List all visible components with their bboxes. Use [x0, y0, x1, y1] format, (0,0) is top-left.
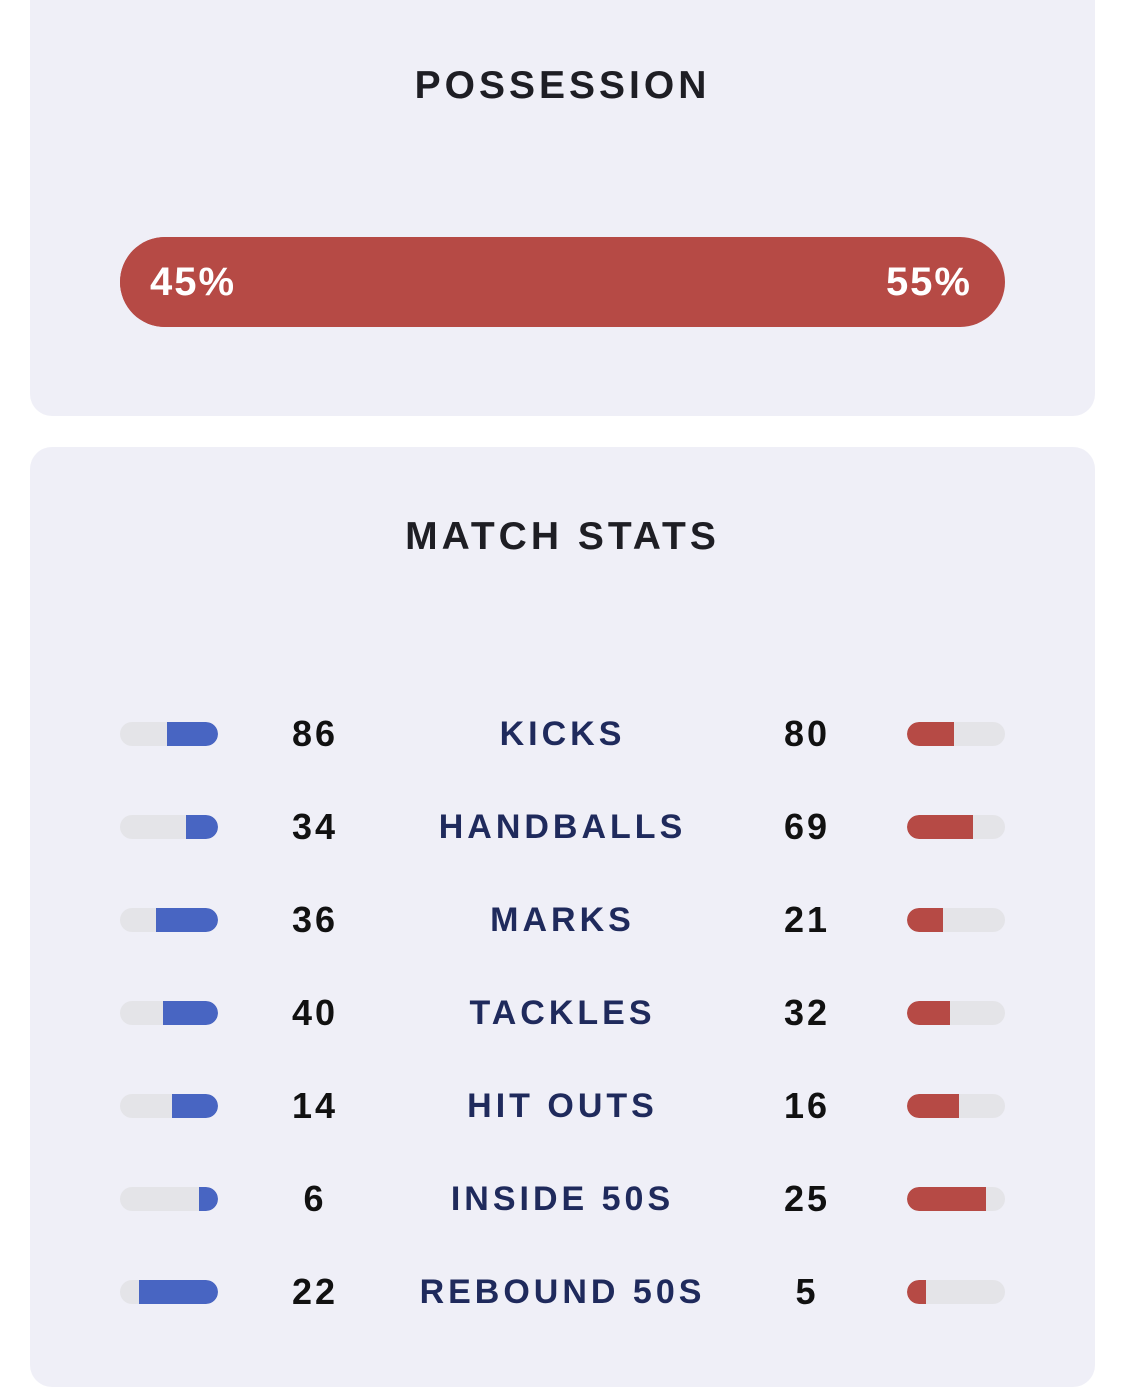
possession-bar: 45% 55% — [120, 237, 1005, 327]
stat-row: 34 HANDBALLS 69 — [30, 797, 1095, 857]
stat-row: 36 MARKS 21 — [30, 890, 1095, 950]
home-stat-bar — [120, 1280, 218, 1304]
away-stat-value: 16 — [783, 1085, 831, 1126]
home-stat-bar-fill — [199, 1187, 218, 1211]
away-stat-bar — [907, 1094, 1005, 1118]
home-stat-bar-fill — [185, 815, 218, 839]
stat-row: 14 HIT OUTS 16 — [30, 1076, 1095, 1136]
home-stat-bar-fill — [167, 722, 218, 746]
possession-home-value: 45% — [150, 260, 237, 304]
away-stat-value: 21 — [783, 899, 831, 940]
home-stat-value: 40 — [291, 992, 339, 1033]
stat-row: 6 INSIDE 50S 25 — [30, 1169, 1095, 1229]
home-stat-value: 86 — [291, 713, 339, 754]
away-stat-bar-fill — [907, 1094, 959, 1118]
home-stat-value: 6 — [303, 1178, 327, 1219]
away-stat-value: 5 — [795, 1271, 819, 1312]
match-stats-card: MATCH STATS 86 KICKS 80 34 HANDBALLS 69 36 MARK… — [30, 447, 1095, 1387]
away-stat-value: 32 — [783, 992, 831, 1033]
stat-row: 40 TACKLES 32 — [30, 983, 1095, 1043]
stat-label: INSIDE 50S — [450, 1180, 675, 1218]
home-stat-bar — [120, 1187, 218, 1211]
away-stat-value: 25 — [783, 1178, 831, 1219]
away-stat-bar-fill — [907, 722, 955, 746]
match-stats-title: MATCH STATS — [405, 515, 720, 558]
stat-label: MARKS — [490, 901, 635, 939]
away-stat-bar — [907, 908, 1005, 932]
stat-label: REBOUND 50S — [419, 1273, 706, 1311]
home-stat-bar-fill — [156, 908, 218, 932]
home-stat-value: 36 — [291, 899, 339, 940]
away-stat-value: 80 — [783, 713, 831, 754]
stat-label: HANDBALLS — [438, 808, 687, 846]
away-stat-bar-fill — [907, 1187, 987, 1211]
home-stat-bar — [120, 815, 218, 839]
stat-row: 86 KICKS 80 — [30, 704, 1095, 764]
home-stat-bar — [120, 1001, 218, 1025]
home-stat-bar — [120, 722, 218, 746]
away-stat-bar — [907, 1280, 1005, 1304]
away-stat-bar — [907, 722, 1005, 746]
away-stat-bar-fill — [907, 815, 973, 839]
home-stat-value: 22 — [291, 1271, 339, 1312]
away-stat-bar-fill — [907, 908, 944, 932]
possession-home-fill — [120, 237, 519, 327]
away-stat-bar — [907, 815, 1005, 839]
home-stat-bar-fill — [138, 1280, 218, 1304]
away-stat-bar — [907, 1187, 1005, 1211]
stat-label: KICKS — [499, 715, 626, 753]
possession-away-value: 55% — [885, 260, 972, 304]
stat-label: TACKLES — [469, 994, 656, 1032]
away-stat-bar-fill — [907, 1280, 926, 1304]
possession-card: POSSESSION 45% 55% — [30, 0, 1095, 416]
home-stat-bar — [120, 1094, 218, 1118]
away-stat-value: 69 — [783, 806, 831, 847]
home-stat-value: 34 — [291, 806, 339, 847]
stat-label: HIT OUTS — [467, 1087, 658, 1125]
home-stat-bar — [120, 908, 218, 932]
stat-row: 22 REBOUND 50S 5 — [30, 1262, 1095, 1322]
home-stat-bar-fill — [171, 1094, 218, 1118]
home-stat-value: 14 — [291, 1085, 339, 1126]
away-stat-bar — [907, 1001, 1005, 1025]
possession-title: POSSESSION — [414, 64, 711, 107]
home-stat-bar-fill — [163, 1001, 218, 1025]
away-stat-bar-fill — [907, 1001, 951, 1025]
